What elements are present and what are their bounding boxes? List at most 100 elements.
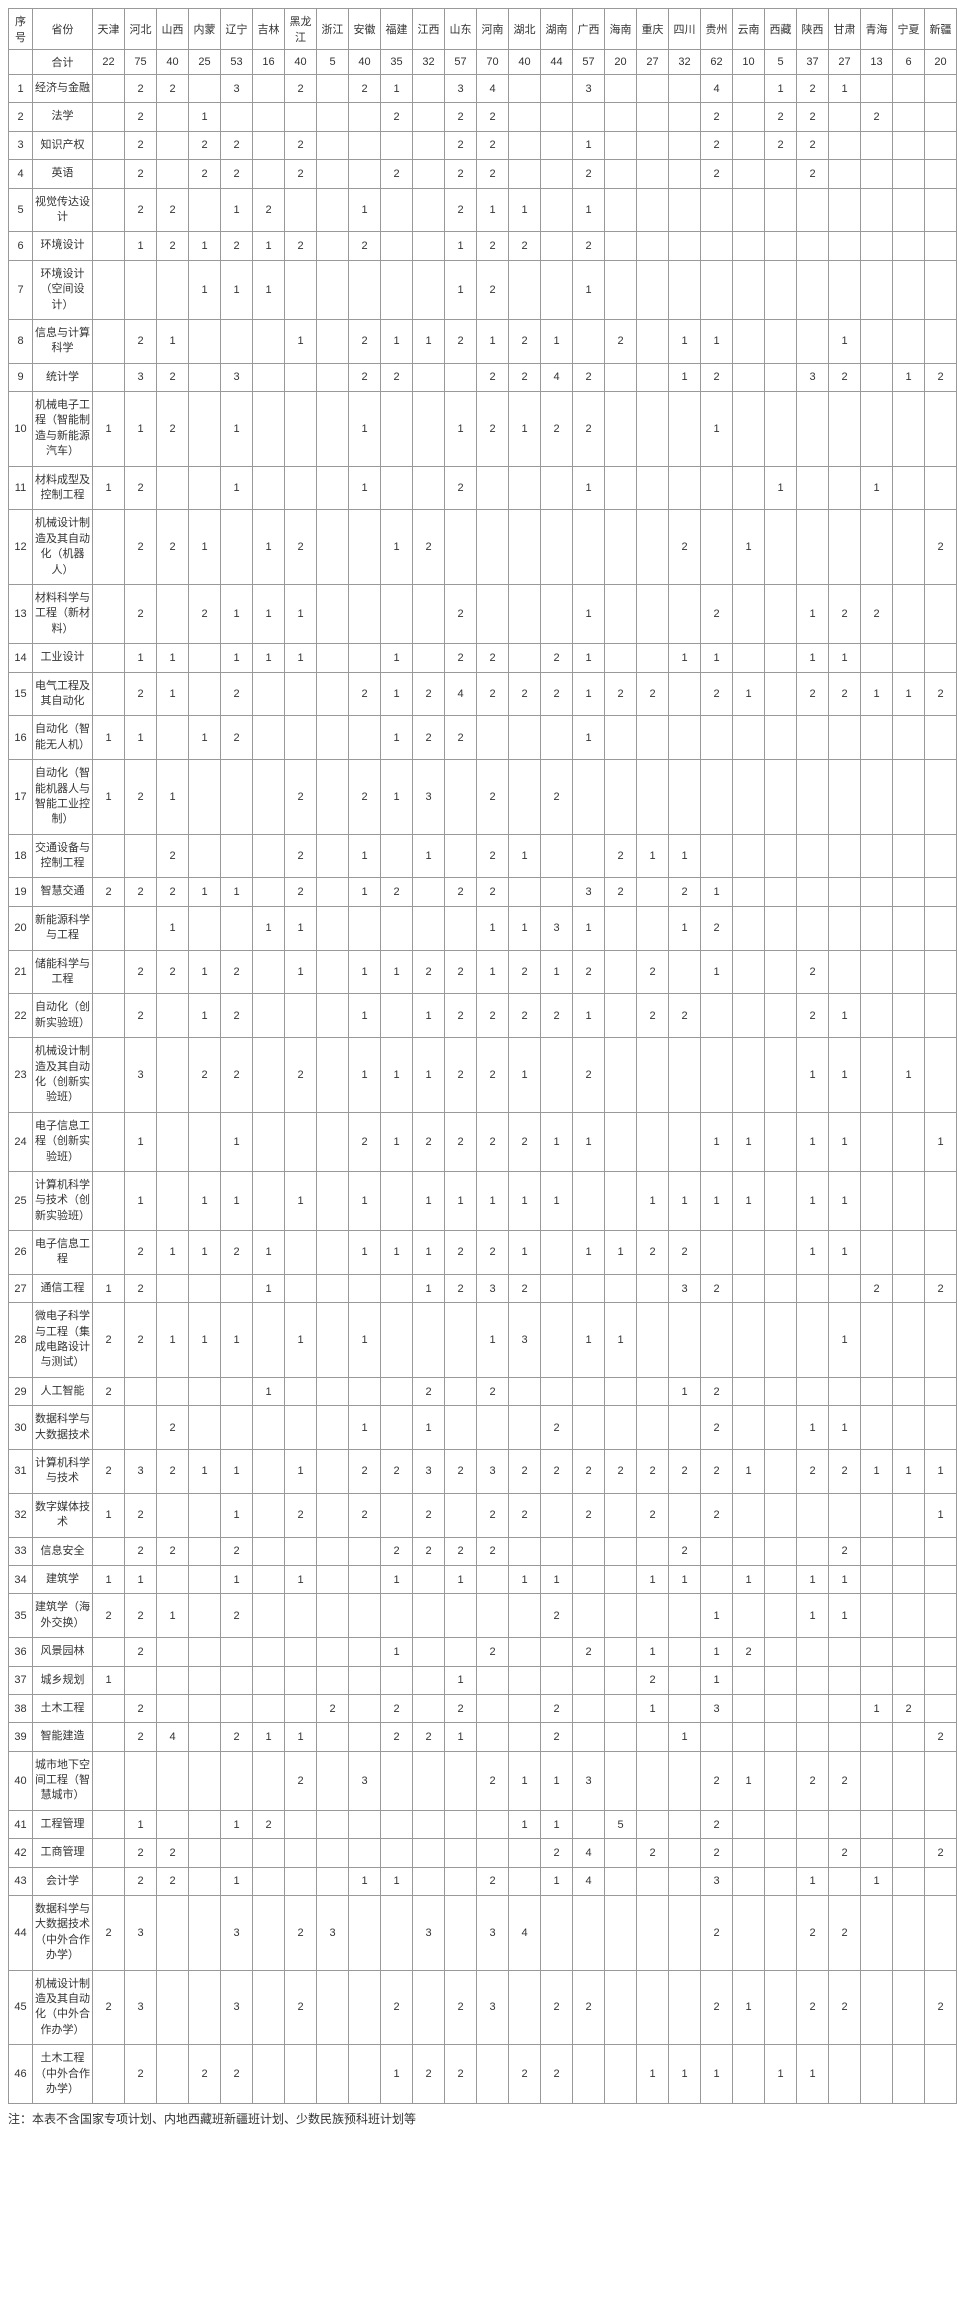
data-cell: 2 — [701, 1493, 733, 1537]
data-cell — [861, 1839, 893, 1867]
data-cell — [925, 1638, 957, 1666]
data-cell — [349, 1565, 381, 1593]
data-cell — [381, 1594, 413, 1638]
data-cell — [189, 834, 221, 878]
data-cell — [637, 1112, 669, 1171]
data-cell — [893, 510, 925, 585]
row-idx: 34 — [9, 1565, 33, 1593]
data-cell — [701, 1723, 733, 1751]
data-cell: 1 — [573, 466, 605, 510]
data-cell — [765, 1450, 797, 1494]
data-cell — [861, 644, 893, 672]
data-cell — [253, 2045, 285, 2104]
data-cell — [349, 1810, 381, 1838]
data-cell — [317, 584, 349, 643]
data-cell: 2 — [445, 1450, 477, 1494]
data-cell — [509, 131, 541, 159]
data-cell — [829, 1638, 861, 1666]
data-cell — [317, 319, 349, 363]
data-cell — [669, 1406, 701, 1450]
header-region: 河南 — [477, 9, 509, 50]
data-cell: 1 — [253, 510, 285, 585]
data-cell — [253, 1867, 285, 1895]
data-cell — [925, 1594, 957, 1638]
data-cell — [733, 188, 765, 232]
data-cell — [765, 510, 797, 585]
row-idx: 26 — [9, 1231, 33, 1275]
data-cell — [253, 1406, 285, 1450]
data-cell — [733, 878, 765, 906]
data-cell — [637, 1594, 669, 1638]
data-cell — [605, 950, 637, 994]
data-cell — [253, 1450, 285, 1494]
data-cell: 1 — [477, 1171, 509, 1230]
data-cell — [573, 1565, 605, 1593]
data-cell — [765, 834, 797, 878]
data-cell — [285, 994, 317, 1038]
data-cell — [925, 1666, 957, 1694]
data-cell: 1 — [893, 1450, 925, 1494]
data-cell — [221, 1406, 253, 1450]
header-region: 西藏 — [765, 9, 797, 50]
data-cell: 2 — [221, 2045, 253, 2104]
data-cell — [509, 466, 541, 510]
data-cell: 2 — [893, 1694, 925, 1722]
data-cell: 1 — [573, 1112, 605, 1171]
data-cell — [445, 1867, 477, 1895]
data-cell — [253, 1493, 285, 1537]
data-cell: 1 — [253, 584, 285, 643]
data-cell: 2 — [669, 994, 701, 1038]
data-cell — [669, 160, 701, 188]
data-cell: 1 — [349, 878, 381, 906]
data-cell — [413, 1565, 445, 1593]
data-cell — [381, 1839, 413, 1867]
data-cell — [285, 1594, 317, 1638]
data-cell: 1 — [605, 1303, 637, 1378]
data-cell: 1 — [477, 319, 509, 363]
data-cell — [445, 1303, 477, 1378]
data-cell: 1 — [669, 319, 701, 363]
data-cell: 2 — [541, 392, 573, 467]
data-cell — [669, 1970, 701, 2045]
data-cell: 2 — [477, 103, 509, 131]
data-cell — [317, 716, 349, 760]
data-cell — [189, 1377, 221, 1405]
data-cell: 2 — [445, 466, 477, 510]
data-cell — [413, 466, 445, 510]
data-cell: 2 — [349, 232, 381, 260]
data-cell — [317, 1751, 349, 1810]
data-cell — [733, 1839, 765, 1867]
data-cell — [925, 994, 957, 1038]
data-cell — [733, 1406, 765, 1450]
data-cell — [157, 1171, 189, 1230]
row-idx: 31 — [9, 1450, 33, 1494]
data-cell — [861, 319, 893, 363]
data-cell — [765, 1896, 797, 1971]
data-cell: 2 — [541, 1594, 573, 1638]
data-cell: 1 — [349, 392, 381, 467]
data-cell: 1 — [189, 232, 221, 260]
data-cell — [893, 103, 925, 131]
data-cell: 1 — [509, 1038, 541, 1113]
row-idx: 6 — [9, 232, 33, 260]
data-cell: 2 — [541, 994, 573, 1038]
data-cell — [797, 1274, 829, 1302]
data-cell: 2 — [413, 1537, 445, 1565]
data-cell — [157, 1493, 189, 1537]
row-idx: 10 — [9, 392, 33, 467]
data-cell — [157, 2045, 189, 2104]
row-major: 电子信息工程 — [33, 1231, 93, 1275]
data-cell: 1 — [189, 994, 221, 1038]
data-cell — [637, 160, 669, 188]
data-cell: 1 — [157, 906, 189, 950]
data-cell: 2 — [125, 1867, 157, 1895]
data-cell — [701, 260, 733, 319]
row-major: 会计学 — [33, 1867, 93, 1895]
data-cell: 2 — [797, 950, 829, 994]
data-cell — [765, 1406, 797, 1450]
data-cell — [317, 1274, 349, 1302]
row-major: 信息与计算科学 — [33, 319, 93, 363]
data-cell — [765, 232, 797, 260]
total-cell: 37 — [797, 50, 829, 75]
data-cell: 1 — [509, 906, 541, 950]
